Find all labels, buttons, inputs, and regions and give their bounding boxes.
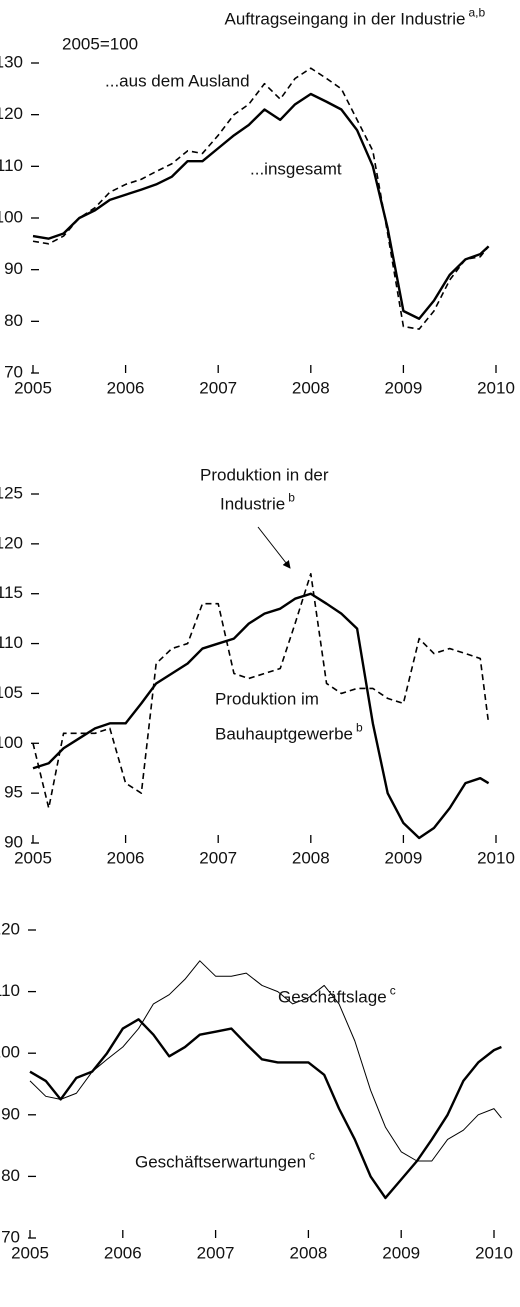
x-tick-label: 2010 xyxy=(475,1243,513,1262)
y-tick-label: 100 xyxy=(0,207,23,226)
line-series xyxy=(29,960,502,1162)
y-tick-label: 115 xyxy=(0,583,23,602)
x-tick-label: 2007 xyxy=(197,1243,235,1262)
label-note: b xyxy=(288,491,295,505)
label-note: b xyxy=(356,721,363,735)
y-tick-label: 70 xyxy=(1,1227,20,1246)
y-tick-label: 95 xyxy=(4,783,23,802)
x-tick-label: 2005 xyxy=(14,378,52,397)
y-tick-label: 110 xyxy=(0,633,23,652)
x-tick-label: 2005 xyxy=(14,848,52,867)
y-tick-label: 100 xyxy=(0,1043,20,1062)
y-tick-label: 80 xyxy=(4,311,23,330)
y-tick-label: 70 xyxy=(4,362,23,381)
x-tick-label: 2008 xyxy=(292,378,330,397)
line-series xyxy=(29,1018,502,1200)
x-tick-label: 2006 xyxy=(107,378,145,397)
y-tick-label: 120 xyxy=(0,104,23,123)
label-note: c xyxy=(309,1149,315,1163)
series-label: Produktion im xyxy=(215,689,319,708)
y-tick-label: 105 xyxy=(0,683,23,702)
y-tick-label: 110 xyxy=(0,156,23,175)
y-tick-label: 100 xyxy=(0,733,23,752)
y-tick-label: 130 xyxy=(0,52,23,71)
series-label: Produktion in der xyxy=(200,465,329,484)
label-note: c xyxy=(390,984,396,998)
y-tick-label: 90 xyxy=(1,1104,20,1123)
x-tick-label: 2009 xyxy=(384,848,422,867)
series-label: Geschäftslage xyxy=(278,987,387,1006)
x-tick-label: 2010 xyxy=(477,378,515,397)
subtitle: 2005=100 xyxy=(62,34,138,53)
y-tick-label: 90 xyxy=(4,832,23,851)
series-label: Bauhauptgewerbe xyxy=(215,724,353,743)
line-series xyxy=(32,592,490,840)
y-tick-label: 120 xyxy=(0,533,23,552)
x-tick-label: 2007 xyxy=(199,378,237,397)
line-series xyxy=(32,572,490,809)
y-tick-label: 120 xyxy=(0,919,20,938)
line-series xyxy=(32,92,490,320)
x-tick-label: 2006 xyxy=(104,1243,142,1262)
y-tick-label: 90 xyxy=(4,259,23,278)
chart-title: Auftragseingang in der Industrie xyxy=(225,9,466,28)
line-series xyxy=(32,67,490,330)
y-tick-label: 125 xyxy=(0,483,23,502)
x-tick-label: 2009 xyxy=(384,378,422,397)
x-tick-label: 2006 xyxy=(107,848,145,867)
series-label: Industrie xyxy=(220,494,285,513)
y-tick-label: 80 xyxy=(1,1166,20,1185)
x-tick-label: 2010 xyxy=(477,848,515,867)
x-tick-label: 2007 xyxy=(199,848,237,867)
arrow xyxy=(257,526,291,569)
label-note: a,b xyxy=(469,6,486,20)
series-label: ...insgesamt xyxy=(250,159,342,178)
x-tick-label: 2008 xyxy=(289,1243,327,1262)
x-tick-label: 2005 xyxy=(11,1243,49,1262)
x-tick-label: 2008 xyxy=(292,848,330,867)
series-label: Geschäftserwartungen xyxy=(135,1152,306,1171)
series-label: ...aus dem Ausland xyxy=(105,71,250,90)
x-tick-label: 2009 xyxy=(382,1243,420,1262)
y-tick-label: 110 xyxy=(0,981,20,1000)
